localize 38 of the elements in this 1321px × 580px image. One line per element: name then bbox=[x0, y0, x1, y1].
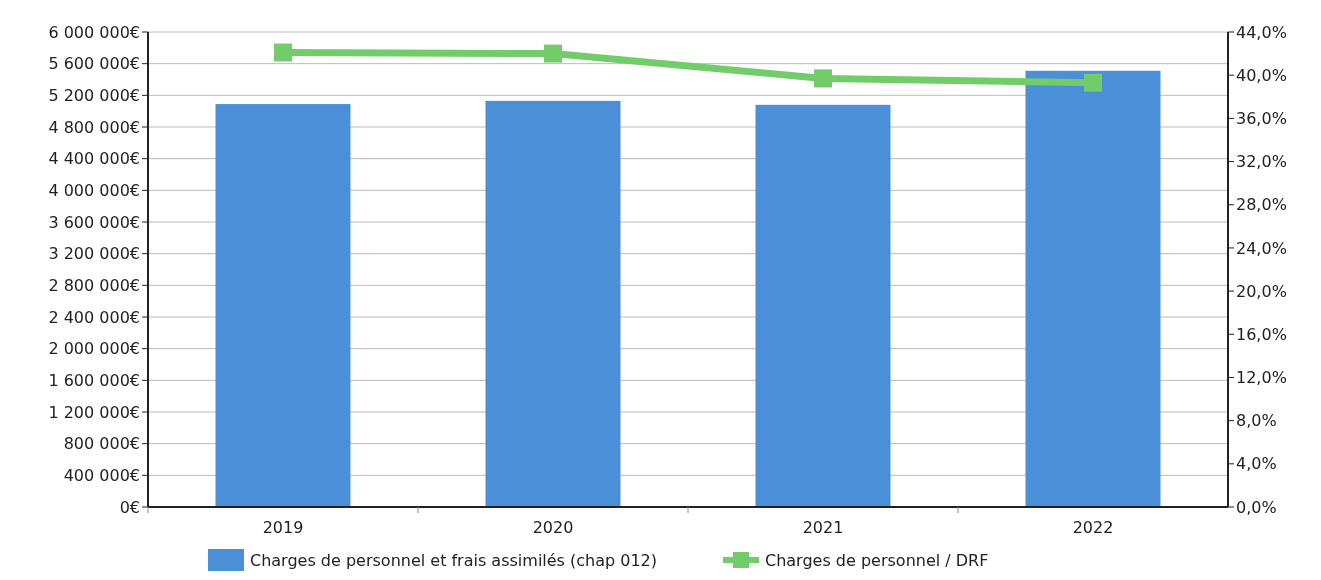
y-tick-label: 3 600 000€ bbox=[48, 212, 140, 232]
y-tick-label: 1 200 000€ bbox=[48, 402, 140, 422]
y-tick-label: 5 600 000€ bbox=[48, 54, 140, 74]
y-tick-label: 1 600 000€ bbox=[48, 370, 140, 390]
y-tick-label: 400 000€ bbox=[63, 465, 140, 485]
x-tick-label: 2020 bbox=[532, 518, 574, 537]
y-tick-label: 3 200 000€ bbox=[48, 244, 140, 264]
y2-tick-label: 36,0% bbox=[1236, 108, 1287, 128]
y2-tick-label: 32,0% bbox=[1236, 152, 1287, 172]
y2-tick-label: 40,0% bbox=[1236, 65, 1287, 85]
y2-tick-label: 8,0% bbox=[1236, 411, 1277, 431]
point bbox=[814, 69, 832, 88]
y2-tick-label: 44,0% bbox=[1236, 22, 1287, 42]
point bbox=[1084, 73, 1102, 92]
y2-tick-label: 28,0% bbox=[1236, 195, 1287, 215]
x-tick-label: 2022 bbox=[1072, 518, 1114, 537]
y-tick-label: 5 200 000€ bbox=[48, 85, 140, 105]
legend-label: Charges de personnel / DRF bbox=[765, 551, 989, 570]
y2-tick-label: 24,0% bbox=[1236, 238, 1287, 258]
y-tick-label: 800 000€ bbox=[63, 434, 140, 454]
point bbox=[544, 44, 562, 63]
y-tick-label: 4 000 000€ bbox=[48, 180, 140, 200]
y-tick-label: 4 800 000€ bbox=[48, 117, 140, 137]
y-tick-label: 0€ bbox=[119, 497, 140, 517]
x-tick-label: 2021 bbox=[802, 518, 844, 537]
x-tick-label: 2019 bbox=[262, 518, 304, 537]
y2-tick-label: 4,0% bbox=[1236, 454, 1277, 474]
y2-tick-label: 0,0% bbox=[1236, 497, 1277, 517]
point bbox=[274, 43, 292, 62]
y-tick-label: 2 800 000€ bbox=[48, 275, 140, 295]
y2-tick-label: 16,0% bbox=[1236, 324, 1287, 344]
y2-tick-label: 12,0% bbox=[1236, 368, 1287, 388]
y-tick-label: 2 400 000€ bbox=[48, 307, 140, 327]
y-tick-label: 4 400 000€ bbox=[48, 149, 140, 169]
y-tick-label: 2 000 000€ bbox=[48, 339, 140, 359]
legend-label: Charges de personnel et frais assimilés (chap 012) bbox=[250, 551, 658, 570]
y2-tick-label: 20,0% bbox=[1236, 281, 1287, 301]
y-tick-label: 6 000 000€ bbox=[48, 22, 140, 42]
